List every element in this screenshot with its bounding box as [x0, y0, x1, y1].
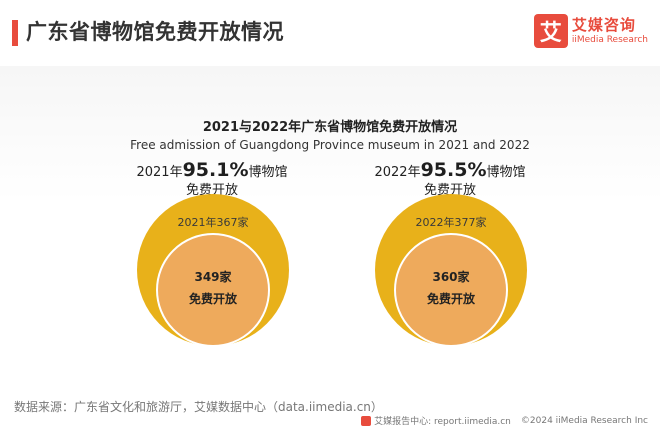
brand-logo-block: 艾 艾媒咨询 iiMedia Research — [533, 14, 648, 48]
free-count-label-2022: 360家 — [432, 269, 470, 284]
title-accent-bar — [12, 20, 18, 46]
free-count-label-2021: 349家 — [194, 269, 232, 284]
footer-logo-icon — [361, 415, 372, 426]
caption-2022-prefix: 2022年 — [374, 165, 421, 180]
caption-2021-percent: 95.1% — [182, 159, 249, 181]
page-title: 广东省博物馆免费开放情况 — [26, 20, 284, 44]
brand-name-en: iiMedia Research — [571, 35, 648, 45]
caption-2022-percent: 95.5% — [420, 159, 487, 181]
brand-name: 艾媒咨询 — [571, 16, 636, 34]
caption-2021: 2021年95.1%博物馆 免费开放 — [102, 160, 322, 199]
report-center-link[interactable]: 艾媒报告中心: report.iimedia.cn — [374, 417, 511, 427]
total-label-2021: 2021年367家 — [178, 215, 249, 229]
caption-2022-line2: 免费开放 — [423, 183, 476, 198]
inner-circle-2022 — [394, 233, 508, 347]
background-band — [0, 66, 660, 366]
free-text-label-2021: 免费开放 — [189, 291, 238, 306]
data-source: 数据来源：广东省文化和旅游厅，艾媒数据中心（data.iimedia.cn） — [14, 400, 383, 414]
caption-2022-suffix: 博物馆 — [486, 165, 526, 180]
caption-2021-line2: 免费开放 — [185, 183, 238, 198]
caption-2021-suffix: 博物馆 — [248, 165, 288, 180]
total-label-2022: 2022年377家 — [416, 215, 487, 229]
inner-circle-2021 — [156, 233, 270, 347]
caption-2021-prefix: 2021年 — [136, 165, 183, 180]
chart-title: 2021与2022年广东省博物馆免费开放情况 — [202, 120, 458, 135]
brand-logo-icon: 艾 — [533, 14, 568, 48]
caption-2022: 2022年95.5%博物馆 免费开放 — [340, 160, 560, 199]
copyright: ©2024 iiMedia Research Inc — [520, 415, 648, 426]
footer-credits: 艾媒报告中心: report.iimedia.cn ©2024 iiMedia … — [361, 414, 648, 427]
free-text-label-2022: 免费开放 — [427, 291, 476, 306]
chart-subtitle: Free admission of Guangdong Province mus… — [130, 138, 530, 152]
